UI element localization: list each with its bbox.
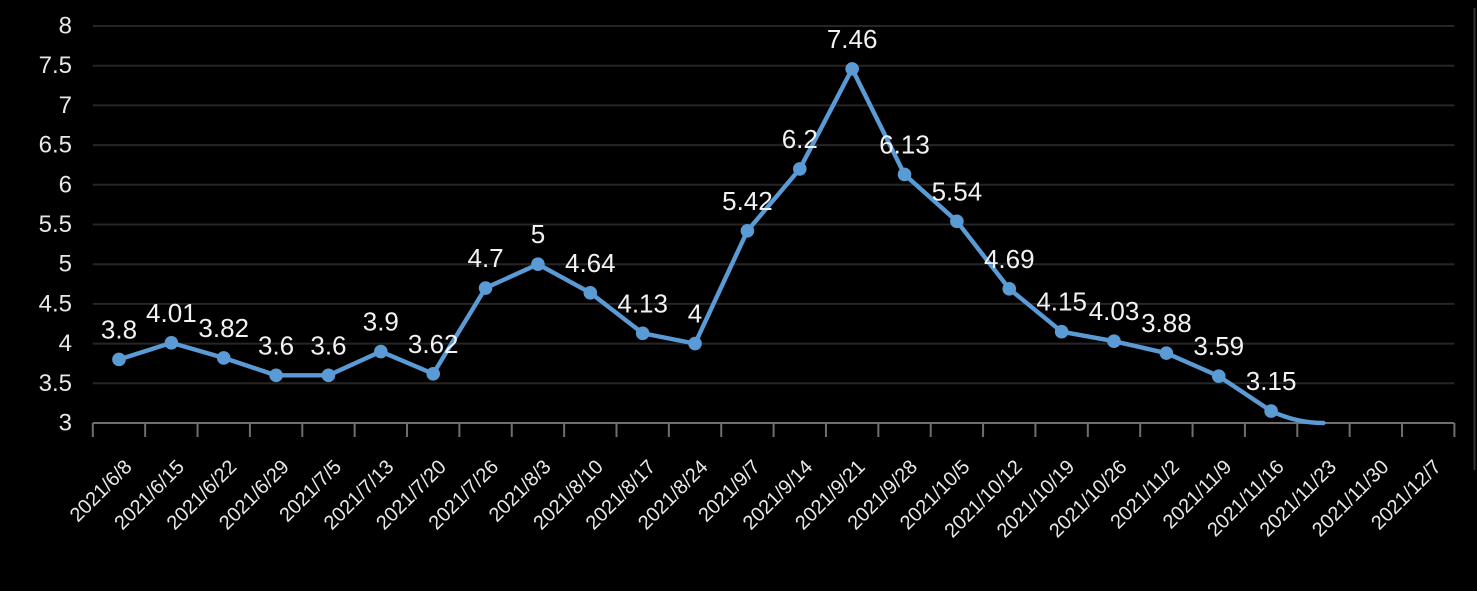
- data-label: 5.42: [722, 186, 773, 216]
- data-label: 4.15: [1036, 287, 1087, 317]
- data-label: 4.7: [467, 243, 503, 273]
- data-label: 3.62: [408, 329, 459, 359]
- data-label: 4.69: [984, 244, 1035, 274]
- series-line: [116, 66, 1326, 426]
- data-point-marker: [164, 336, 179, 350]
- y-tick-label: 4.5: [39, 290, 72, 317]
- data-label: 3.15: [1246, 366, 1297, 396]
- y-tick-label: 6.5: [39, 132, 72, 159]
- data-point-marker: [321, 368, 336, 383]
- data-point-marker: [635, 326, 650, 341]
- data-label: 3.59: [1193, 331, 1244, 361]
- data-label: 4.01: [146, 298, 197, 328]
- data-label: 4.03: [1089, 296, 1140, 326]
- data-label: 7.46: [827, 24, 878, 54]
- y-tick-label: 5.5: [39, 211, 72, 238]
- y-tick-label: 7.5: [39, 52, 72, 79]
- data-point-marker: [792, 162, 807, 176]
- data-point-marker: [1107, 334, 1121, 349]
- data-label: 5.54: [932, 176, 983, 206]
- data-label: 4.13: [617, 288, 668, 318]
- data-point-marker: [897, 167, 912, 182]
- data-point-marker: [1054, 324, 1069, 339]
- y-tick-label: 8: [59, 13, 72, 40]
- data-point-marker: [688, 336, 702, 351]
- data-label: 6.13: [879, 129, 930, 159]
- data-label: 4: [688, 299, 702, 329]
- data-point-marker: [216, 351, 231, 365]
- data-point-marker: [950, 214, 964, 229]
- data-point-marker: [531, 257, 545, 272]
- data-label: 3.9: [363, 307, 399, 337]
- data-point-marker: [1002, 282, 1017, 296]
- data-point-marker: [1264, 404, 1278, 418]
- data-label: 6.2: [782, 124, 818, 154]
- y-tick-label: 5: [59, 251, 72, 278]
- data-point-marker: [845, 62, 859, 76]
- data-point-marker: [1211, 369, 1226, 383]
- y-tick-label: 6: [59, 171, 72, 198]
- data-point-marker: [478, 281, 493, 295]
- data-label: 3.8: [101, 314, 137, 344]
- data-label: 5: [531, 219, 545, 249]
- y-tick-label: 4: [59, 330, 72, 357]
- data-point-marker: [426, 366, 441, 381]
- y-tick-label: 3: [59, 410, 72, 437]
- data-point-marker: [269, 368, 283, 383]
- data-label: 4.64: [565, 248, 616, 278]
- data-point-marker: [112, 352, 126, 367]
- data-label: 3.6: [310, 330, 346, 360]
- data-point-marker: [1159, 346, 1174, 360]
- data-label: 3.88: [1141, 308, 1192, 338]
- data-point-marker: [583, 285, 598, 300]
- data-point-marker: [374, 344, 388, 359]
- data-point-marker: [740, 224, 755, 238]
- data-label: 3.82: [198, 313, 249, 343]
- data-label: 3.6: [258, 330, 294, 360]
- y-tick-label: 7: [59, 92, 72, 119]
- y-tick-label: 3.5: [39, 370, 72, 397]
